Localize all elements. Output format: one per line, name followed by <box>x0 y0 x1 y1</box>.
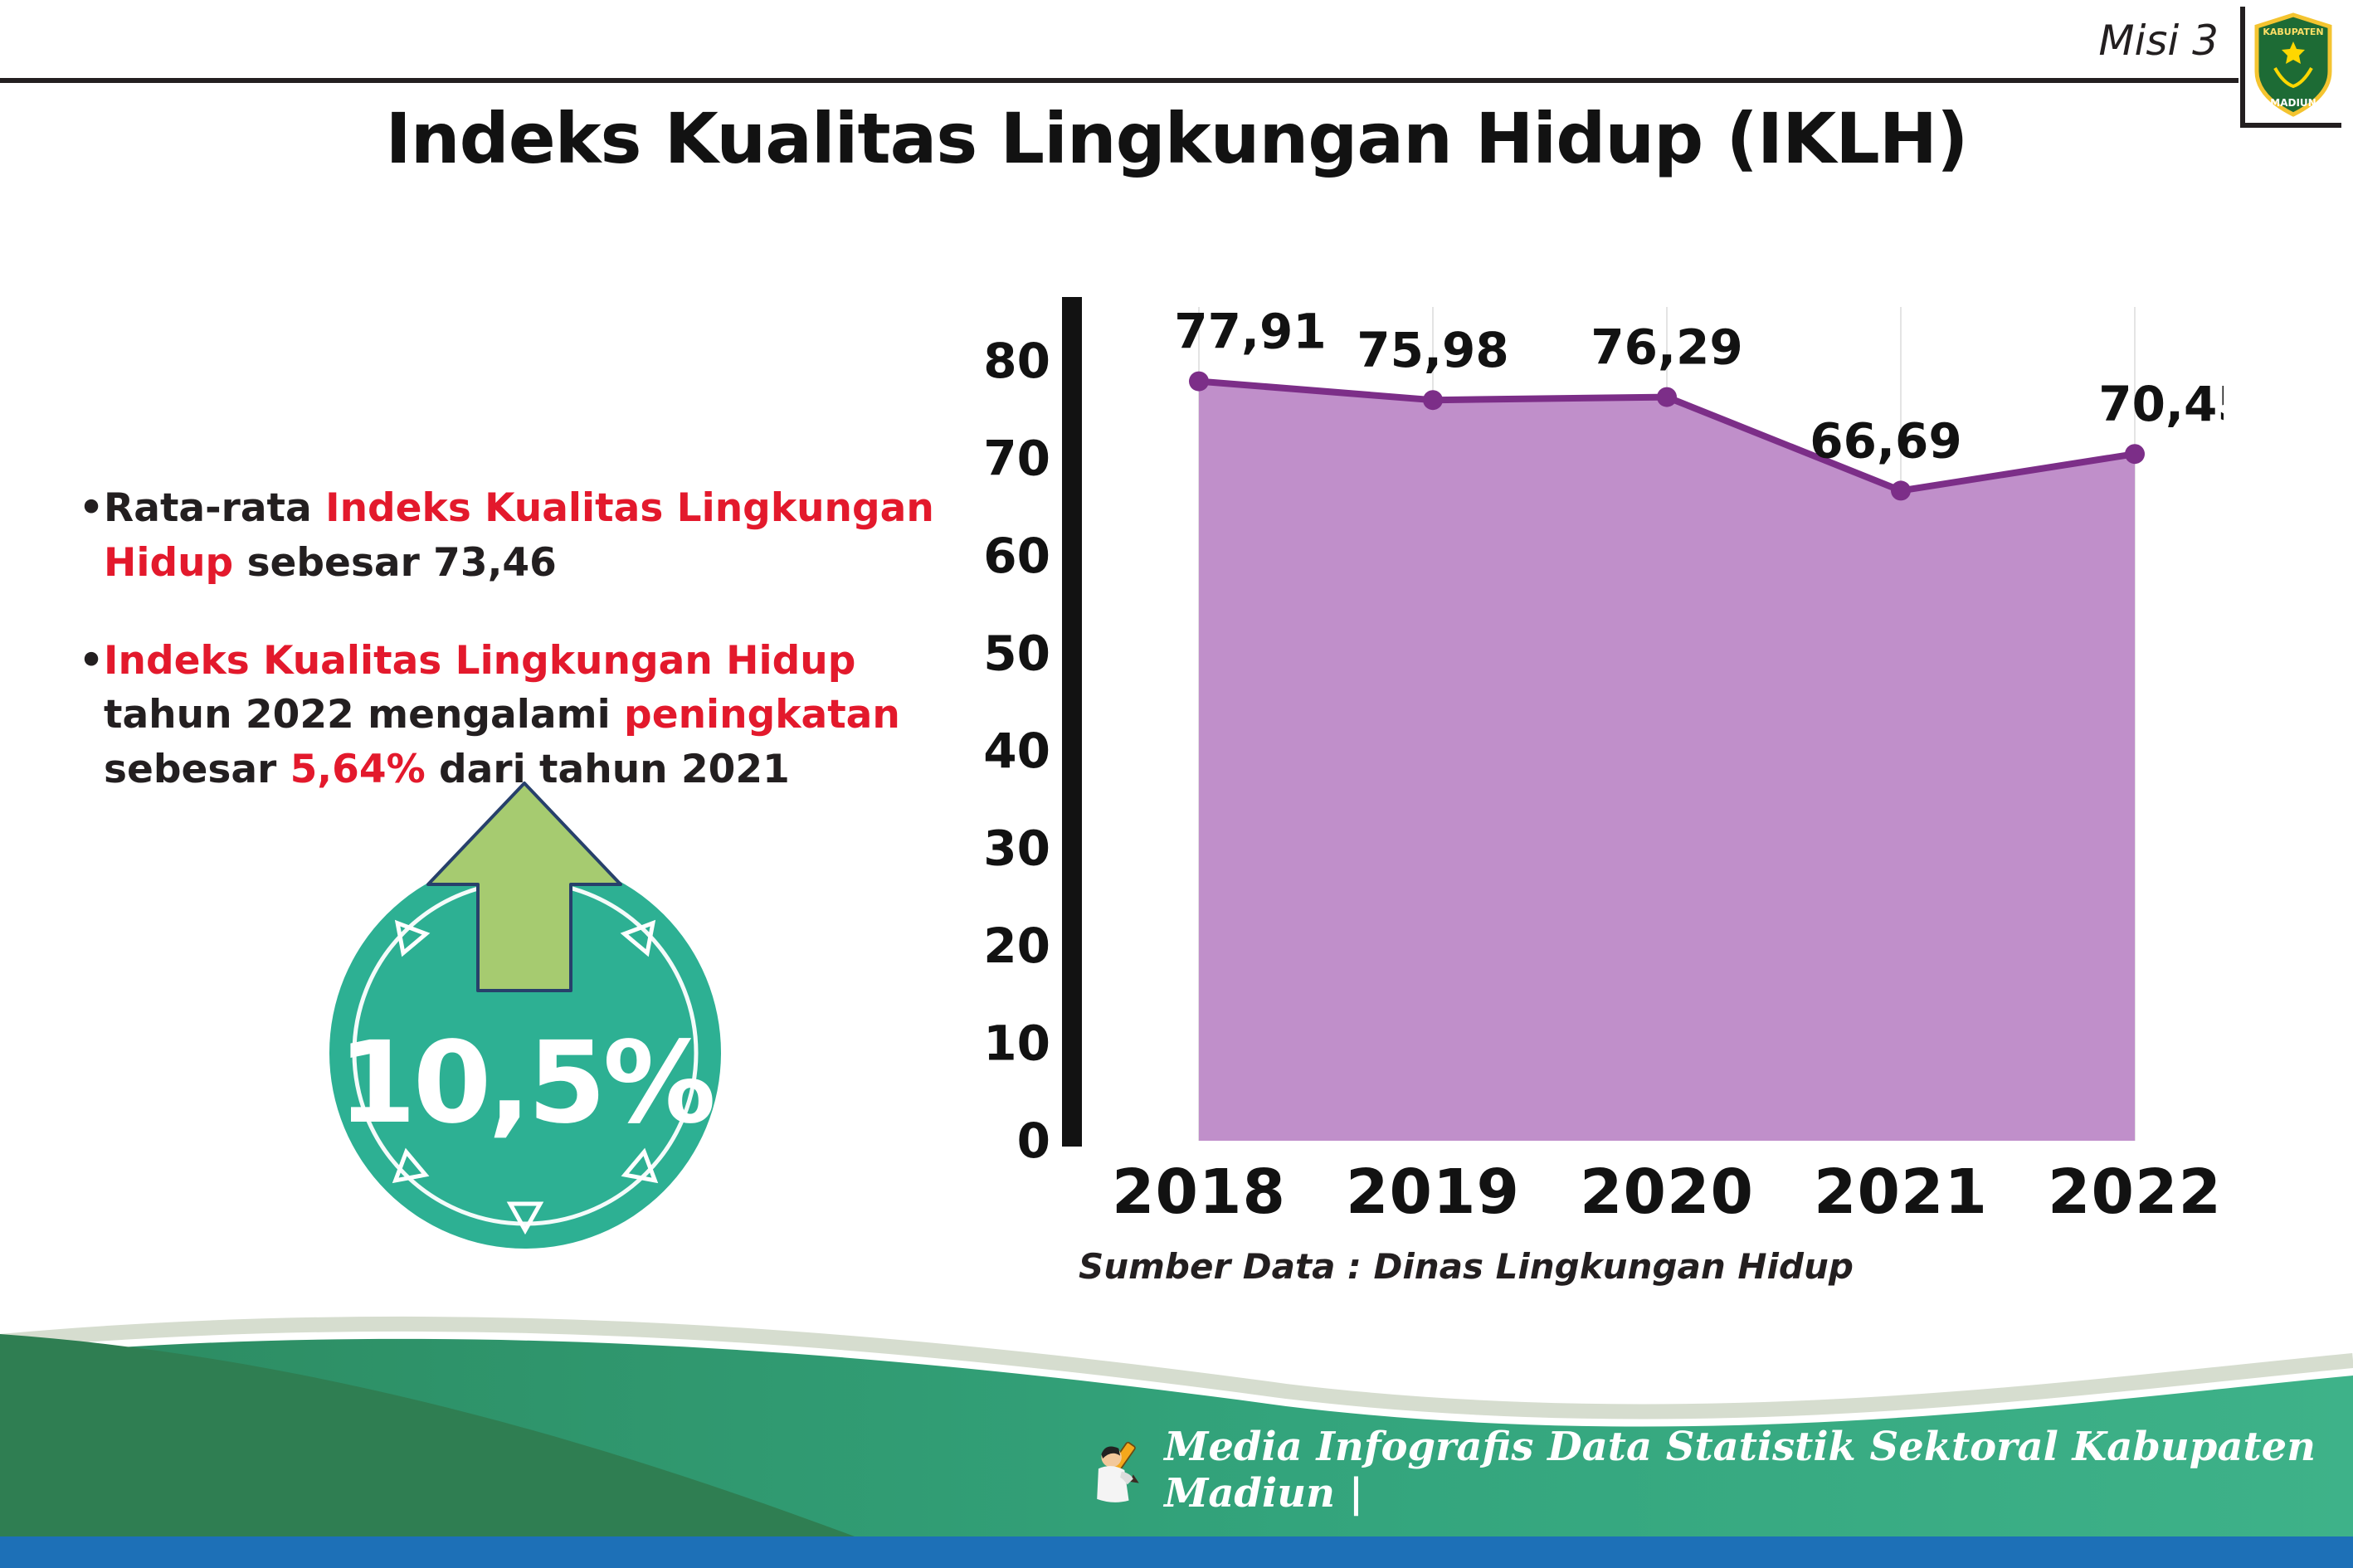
kabupaten-madiun-logo: KABUPATEN MADIUN <box>2240 7 2341 128</box>
misi-label: Misi 3 <box>2098 17 2219 65</box>
x-tick-label: 2020 <box>1580 1157 1754 1228</box>
footer: Media Infografis Data Statistik Sektoral… <box>1087 1424 2353 1517</box>
point-label: 66,69 <box>1810 412 1961 469</box>
y-tick-label: 50 <box>983 626 1050 682</box>
logo-bottom-text: MADIUN <box>2270 97 2316 109</box>
header-divider <box>0 78 2239 83</box>
x-tick-label: 2018 <box>1112 1157 1286 1228</box>
bullet-list: •Rata-rata Indeks Kualitas Lingkungan Hi… <box>79 481 975 840</box>
page-title: Indeks Kualitas Lingkungan Hidup (IKLH) <box>385 98 1969 179</box>
y-tick-label: 10 <box>983 1015 1050 1072</box>
x-tick-label: 2019 <box>1346 1157 1520 1228</box>
footer-wave <box>0 1316 2353 1568</box>
chart-source: Sumber Data : Dinas Lingkungan Hidup <box>1079 1246 1854 1287</box>
shield-icon: KABUPATEN MADIUN <box>2254 12 2332 117</box>
logo-top-text: KABUPATEN <box>2263 27 2323 37</box>
point-label: 75,98 <box>1357 322 1508 378</box>
y-tick-label: 20 <box>983 918 1050 974</box>
bullet-item: •Indeks Kualitas Lingkungan Hidup tahun … <box>79 637 900 793</box>
y-tick-label: 80 <box>983 333 1050 389</box>
point-label: 76,29 <box>1591 319 1742 376</box>
x-tick-label: 2022 <box>2048 1157 2222 1228</box>
y-tick-label: 60 <box>983 528 1050 584</box>
bullet-item: •Rata-rata Indeks Kualitas Lingkungan Hi… <box>79 485 934 586</box>
up-arrow-icon <box>426 782 622 992</box>
data-point <box>1657 387 1677 407</box>
point-label: 70,45 <box>2098 376 2224 432</box>
y-tick-label: 0 <box>1017 1113 1050 1169</box>
footer-credit: Media Infografis Data Statistik Sektoral… <box>1164 1424 2316 1517</box>
chart-area-fill <box>1199 381 2135 1142</box>
x-tick-label: 2021 <box>1814 1157 1988 1228</box>
point-label: 77,91 <box>1174 304 1326 360</box>
data-point <box>2125 444 2145 465</box>
data-point <box>1891 480 1911 501</box>
mascot-icon <box>1097 1441 1139 1502</box>
y-tick-label: 70 <box>983 431 1050 487</box>
iklh-chart: 77,91 75,98 76,29 66,69 70,45 0 10 20 30 40 50 60 70… <box>983 297 2251 1228</box>
data-point <box>1423 390 1443 411</box>
y-tick-label: 30 <box>983 821 1050 877</box>
data-point <box>1189 371 1209 392</box>
y-axis-bar <box>1062 297 1082 1147</box>
chart-area: 77,91 75,98 76,29 66,69 70,45 0 10 20 30 40 50 60 70… <box>979 282 2251 1236</box>
y-tick-label: 40 <box>983 723 1050 779</box>
